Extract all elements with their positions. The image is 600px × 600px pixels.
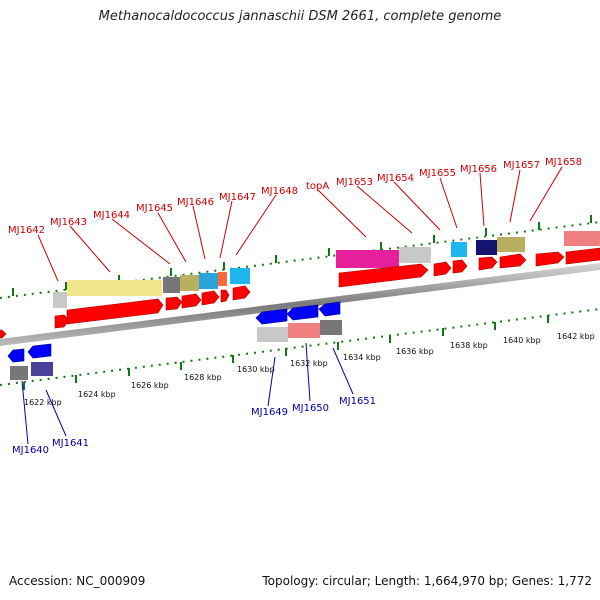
gene-label-MJ1658[interactable]: MJ1658 (545, 157, 582, 168)
gene-label-MJ1645[interactable]: MJ1645 (136, 203, 173, 214)
kbp-label-1640: 1640 kbp (503, 336, 541, 345)
kbp-label-1624: 1624 kbp (78, 390, 116, 399)
gene-label-MJ1646[interactable]: MJ1646 (177, 197, 214, 208)
reverse-features (10, 320, 342, 380)
gene-label-MJ1657[interactable]: MJ1657 (503, 160, 540, 171)
reverse-cds-arrows (7, 301, 341, 363)
gene-label-MJ1648[interactable]: MJ1648 (261, 186, 298, 197)
gene-label-MJ1644[interactable]: MJ1644 (93, 210, 130, 221)
kbp-label-1622: 1622 kbp (24, 398, 62, 407)
gene-label-MJ1642[interactable]: MJ1642 (8, 225, 45, 236)
gene-label-MJ1647[interactable]: MJ1647 (219, 192, 256, 203)
forward-major-ticks (12, 215, 592, 296)
gene-label-MJ1653[interactable]: MJ1653 (336, 177, 373, 188)
gene-label-MJ1654[interactable]: MJ1654 (377, 173, 414, 184)
forward-leader-lines (37, 166, 563, 282)
forward-features (53, 231, 600, 308)
kbp-label-1632: 1632 kbp (290, 359, 328, 368)
gene-label-MJ1641[interactable]: MJ1641 (52, 438, 89, 449)
accession-text: Accession: NC_000909 (9, 574, 146, 588)
gene-label-MJ1656[interactable]: MJ1656 (460, 164, 497, 175)
gene-label-MJ1643[interactable]: MJ1643 (50, 217, 87, 228)
gene-label-MJ1649[interactable]: MJ1649 (251, 407, 288, 418)
kbp-label-1628: 1628 kbp (184, 373, 222, 382)
gene-label-MJ1640[interactable]: MJ1640 (12, 445, 49, 456)
gene-label-MJ1651[interactable]: MJ1651 (339, 396, 376, 407)
kbp-label-1642: 1642 kbp (557, 332, 595, 341)
forward-cds-arrows (0, 247, 600, 339)
kbp-label-1630: 1630 kbp (237, 365, 275, 374)
kbp-label-1626: 1626 kbp (131, 381, 169, 390)
reverse-major-ticks (23, 315, 549, 390)
topology-text: Topology: circular; Length: 1,664,970 bp… (262, 574, 592, 588)
genome-title: Methanocaldococcus jannaschii DSM 2661, … (98, 9, 502, 24)
kbp-label-1634: 1634 kbp (343, 353, 381, 362)
kbp-label-1638: 1638 kbp (450, 341, 488, 350)
kbp-label-1636: 1636 kbp (396, 347, 434, 356)
gene-label-MJ1655[interactable]: MJ1655 (419, 168, 456, 179)
genome-backbone (0, 263, 600, 346)
reverse-leader-lines (21, 342, 354, 445)
gene-label-MJ1650[interactable]: MJ1650 (292, 403, 329, 414)
gene-label-topA[interactable]: topA (306, 181, 329, 192)
